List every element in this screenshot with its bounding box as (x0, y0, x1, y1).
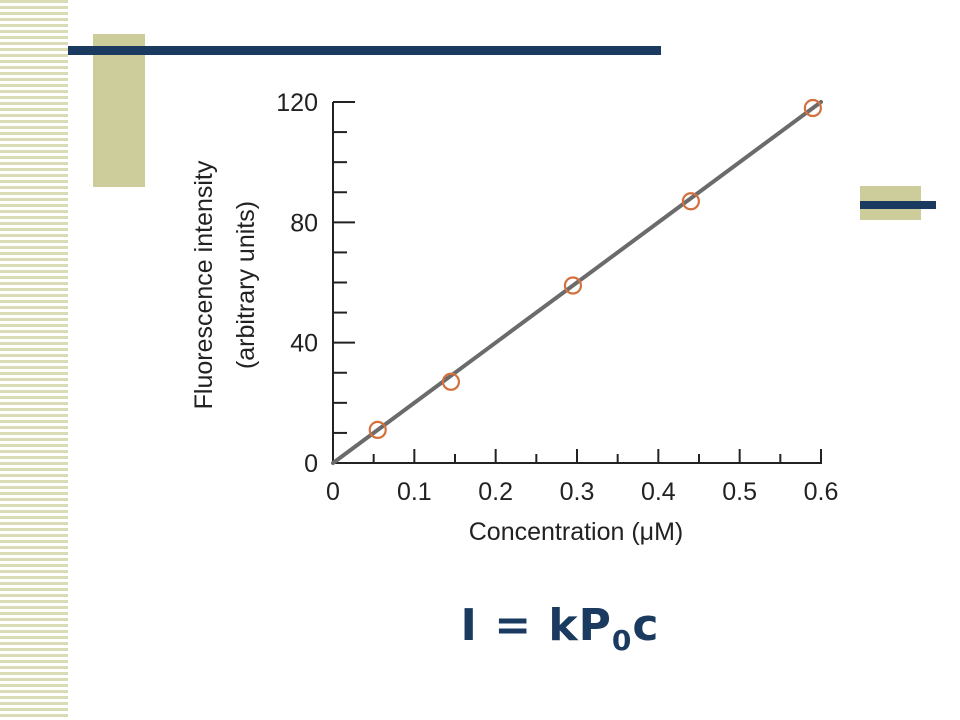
x-tick-label: 0.2 (478, 478, 513, 506)
x-tick-label: 0.3 (560, 478, 595, 506)
x-tick-label: 0 (326, 478, 340, 506)
tick-labels: 0 40 80 120 0 0.1 0.2 0.3 0.4 0.5 0.6 (276, 89, 838, 506)
y-tick-label: 0 (304, 450, 318, 478)
y-tick-label: 120 (276, 89, 318, 117)
tick-marks (332, 101, 822, 464)
fit-line (331, 100, 823, 465)
data-point (563, 276, 583, 295)
decorative-top-bar (68, 46, 661, 55)
data-point (368, 420, 387, 440)
decorative-navy-small-bar (860, 201, 936, 209)
fit-line-group (331, 100, 823, 465)
y-tick-label: 80 (290, 209, 318, 237)
data-point (803, 98, 822, 118)
decorative-tan-block (93, 34, 145, 187)
x-axis-label: Concentration (μM) (469, 518, 683, 546)
formula-subscript: 0 (611, 624, 633, 657)
decorative-stripes (0, 0, 68, 720)
data-points (368, 98, 822, 440)
data-point (681, 192, 700, 211)
x-tick-label: 0.1 (397, 478, 432, 506)
data-point (441, 372, 461, 391)
x-tick-label: 0.5 (722, 478, 757, 506)
y-tick-label: 40 (290, 330, 318, 358)
y-axis-label-line-2: (arbitrary units) (232, 201, 260, 369)
x-tick-label: 0.4 (641, 478, 676, 506)
formula: I = kP0c (0, 600, 960, 657)
formula-main: I = kP (460, 600, 612, 651)
formula-tail: c (632, 600, 660, 651)
y-axis-label-line-1: Fluorescence intensity (190, 160, 218, 409)
x-tick-label: 0.6 (804, 478, 839, 506)
